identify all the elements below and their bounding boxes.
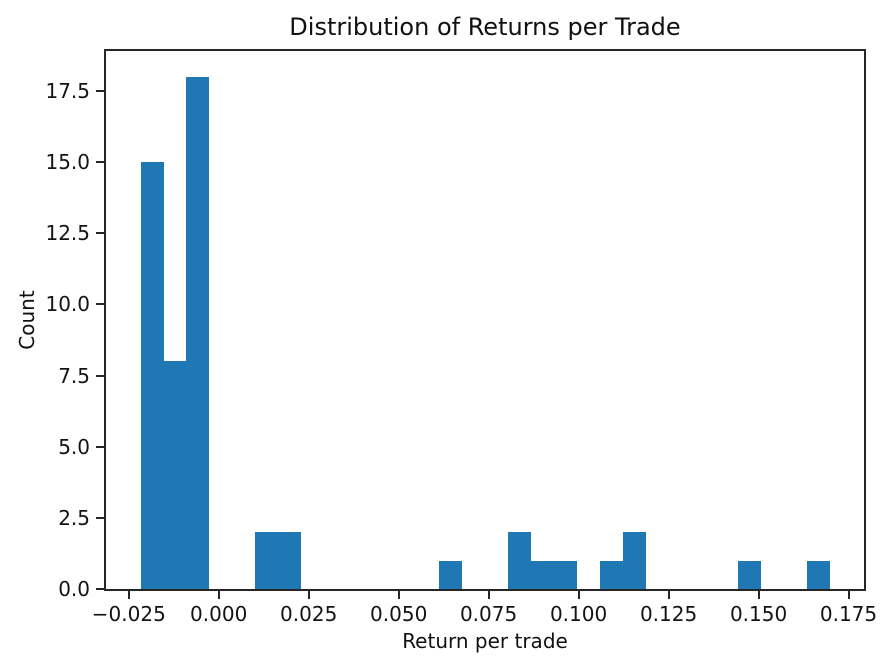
- plot-area: [104, 49, 866, 591]
- x-tick-mark: [487, 591, 490, 599]
- y-tick-label: 17.5: [45, 78, 90, 103]
- y-tick-label: 12.5: [45, 221, 90, 246]
- x-tick-mark: [307, 591, 310, 599]
- histogram-bar: [508, 532, 531, 589]
- histogram-bar: [737, 560, 761, 589]
- y-tick-mark: [96, 89, 104, 92]
- histogram-bar: [140, 162, 164, 589]
- x-tick-mark: [847, 591, 850, 599]
- histogram-bar: [255, 532, 279, 589]
- x-tick-label: 0.025: [280, 602, 338, 626]
- y-tick-label: 15.0: [45, 150, 90, 174]
- y-tick-mark: [96, 232, 104, 235]
- chart-title: Distribution of Returns per Trade: [289, 13, 681, 41]
- y-tick-label: 5.0: [58, 434, 90, 459]
- x-tick-mark: [397, 591, 400, 599]
- histogram-bar: [163, 361, 187, 589]
- x-tick-label: 0.000: [190, 602, 248, 626]
- y-tick-mark: [96, 374, 104, 377]
- histogram-bar: [622, 532, 646, 589]
- x-tick-mark: [127, 591, 130, 599]
- x-tick-mark: [217, 591, 220, 599]
- y-tick-label: 0.0: [58, 577, 90, 601]
- x-tick-mark: [757, 591, 760, 599]
- y-tick-mark: [96, 161, 104, 163]
- y-tick-label: 10.0: [45, 292, 90, 317]
- x-tick-label: 0.175: [819, 602, 878, 626]
- histogram-bar: [439, 560, 463, 589]
- x-tick-label: 0.100: [549, 602, 608, 626]
- y-tick-label: 2.5: [58, 505, 90, 530]
- y-tick-mark: [96, 516, 104, 519]
- histogram-bar: [553, 560, 577, 589]
- histogram-bar: [530, 560, 554, 589]
- histogram-bar: [278, 532, 302, 589]
- y-tick-mark: [96, 303, 104, 306]
- x-tick-mark: [667, 591, 670, 599]
- y-tick-mark: [96, 588, 104, 590]
- x-tick-label: 0.150: [729, 602, 788, 626]
- x-tick-label: −0.025: [91, 602, 166, 626]
- x-tick-label: 0.075: [459, 602, 518, 626]
- x-tick-mark: [577, 591, 580, 599]
- x-tick-label: 0.125: [639, 602, 698, 626]
- histogram-bar: [806, 560, 830, 589]
- y-tick-mark: [96, 445, 104, 448]
- x-tick-label: 0.050: [370, 602, 428, 626]
- histogram-bar: [599, 560, 623, 589]
- x-axis-label: Return per trade: [402, 629, 568, 653]
- y-tick-label: 7.5: [58, 363, 90, 388]
- histogram-bar: [186, 76, 210, 589]
